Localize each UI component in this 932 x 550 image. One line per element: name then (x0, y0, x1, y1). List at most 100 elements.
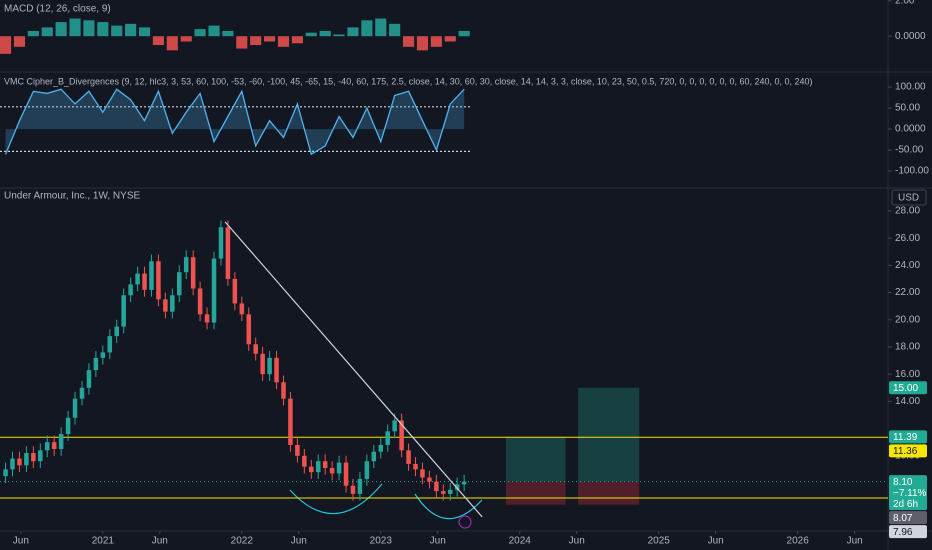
candle-body (315, 461, 321, 473)
y-tick-label: 2.00 (895, 0, 915, 7)
price-label: 8.10 (893, 477, 913, 488)
price-label: 11.39 (893, 432, 918, 443)
candle-body (364, 461, 370, 479)
candle-body (156, 261, 161, 300)
x-tick-label: 2021 (92, 536, 115, 547)
y-tick-label: 20.00 (895, 314, 920, 325)
candle-body (274, 357, 279, 383)
pane-title: VMC Cipher_B_Divergences (9, 12, hlc3, 3… (4, 76, 813, 86)
candle-body (218, 227, 224, 259)
price-label: 7.96 (893, 527, 913, 538)
histogram-bar (250, 36, 262, 46)
price-label-bg (889, 511, 927, 525)
candle-body (86, 370, 92, 388)
histogram-bar (55, 22, 67, 37)
histogram-bar (430, 36, 442, 47)
histogram-bar (152, 36, 164, 46)
currency-box[interactable] (891, 189, 927, 206)
candle-body (93, 357, 99, 371)
x-tick-label: Jun (152, 536, 168, 547)
y-tick-label: 28.00 (895, 206, 920, 217)
x-tick-label: 2025 (648, 536, 671, 547)
candle-body (79, 387, 85, 399)
candle-body (114, 326, 119, 337)
candle-body (413, 463, 418, 470)
candle-body (281, 382, 286, 399)
candle-body (406, 450, 411, 464)
candle-body (177, 272, 182, 296)
price-label: 11.36 (893, 446, 918, 457)
y-tick-label: 18.00 (895, 342, 920, 353)
trendline (224, 221, 483, 518)
event-icon[interactable] (458, 515, 472, 529)
histogram-bar (458, 30, 470, 37)
candle-body (378, 444, 384, 452)
histogram-bar (180, 36, 192, 42)
candle-body (322, 461, 328, 469)
candle-body (183, 257, 189, 273)
candle-body (225, 227, 231, 279)
y-tick-label: 24.00 (895, 260, 920, 271)
y-tick-label: 0.0000 (895, 31, 926, 42)
candle-body (447, 489, 453, 494)
price-label-bg (889, 381, 927, 395)
histogram-bar (27, 30, 39, 37)
candle-body (65, 417, 71, 435)
candle-body (170, 295, 175, 312)
candle-body (385, 431, 390, 445)
x-tick-label: 2024 (509, 536, 532, 547)
x-tick-label: Jun (430, 536, 446, 547)
candle-body (288, 398, 293, 445)
candle-body (38, 450, 43, 462)
price-label-bg (889, 525, 927, 539)
x-tick-label: 2022 (231, 536, 254, 547)
histogram-bar (111, 25, 123, 37)
histogram-bar (305, 32, 317, 37)
pane-title: Under Armour, Inc., 1W, NYSE (4, 191, 140, 202)
candle-body (121, 295, 126, 327)
y-tick-label: 16.00 (895, 369, 920, 380)
candle-body (44, 442, 50, 451)
histogram-bar (222, 30, 234, 37)
histogram-bar (333, 34, 345, 37)
candle-body (267, 357, 272, 375)
position-target (505, 436, 566, 482)
pane-title: MACD (12, 26, close, 9) (4, 4, 111, 15)
wave-line (4, 88, 465, 156)
price-label-bg (889, 430, 927, 444)
candle-body (107, 336, 113, 353)
candle-body (357, 478, 363, 494)
histogram-bar (375, 18, 387, 37)
pattern-arc (414, 493, 483, 520)
histogram-bar (277, 36, 290, 47)
candle-body (420, 469, 425, 478)
candle-body (197, 288, 203, 315)
x-tick-label: Jun (708, 536, 724, 547)
candle-body (302, 455, 307, 467)
histogram-bar (69, 18, 81, 37)
candle-body (309, 466, 314, 473)
candle-body (253, 344, 258, 354)
candle-body (10, 458, 15, 470)
candle-body (232, 278, 238, 304)
histogram-bar (444, 36, 456, 42)
wave-area (5, 89, 465, 155)
pattern-arc (289, 483, 383, 515)
candle-body (17, 458, 22, 466)
price-label-sub: 2d 6h (893, 499, 918, 510)
candle-body (461, 481, 467, 485)
candle-body (454, 484, 460, 490)
candle-body (3, 469, 8, 477)
histogram-bar (319, 30, 331, 37)
candle-body (190, 257, 196, 289)
histogram-bar (291, 36, 303, 44)
candle-body (246, 314, 252, 345)
candle-body (100, 352, 106, 358)
histogram-bar (208, 25, 220, 37)
candle-body (336, 462, 342, 474)
candle-body (163, 299, 168, 312)
candle-body (399, 420, 404, 451)
y-tick-label: 14.00 (895, 396, 920, 407)
price-label: 15.00 (893, 383, 918, 394)
